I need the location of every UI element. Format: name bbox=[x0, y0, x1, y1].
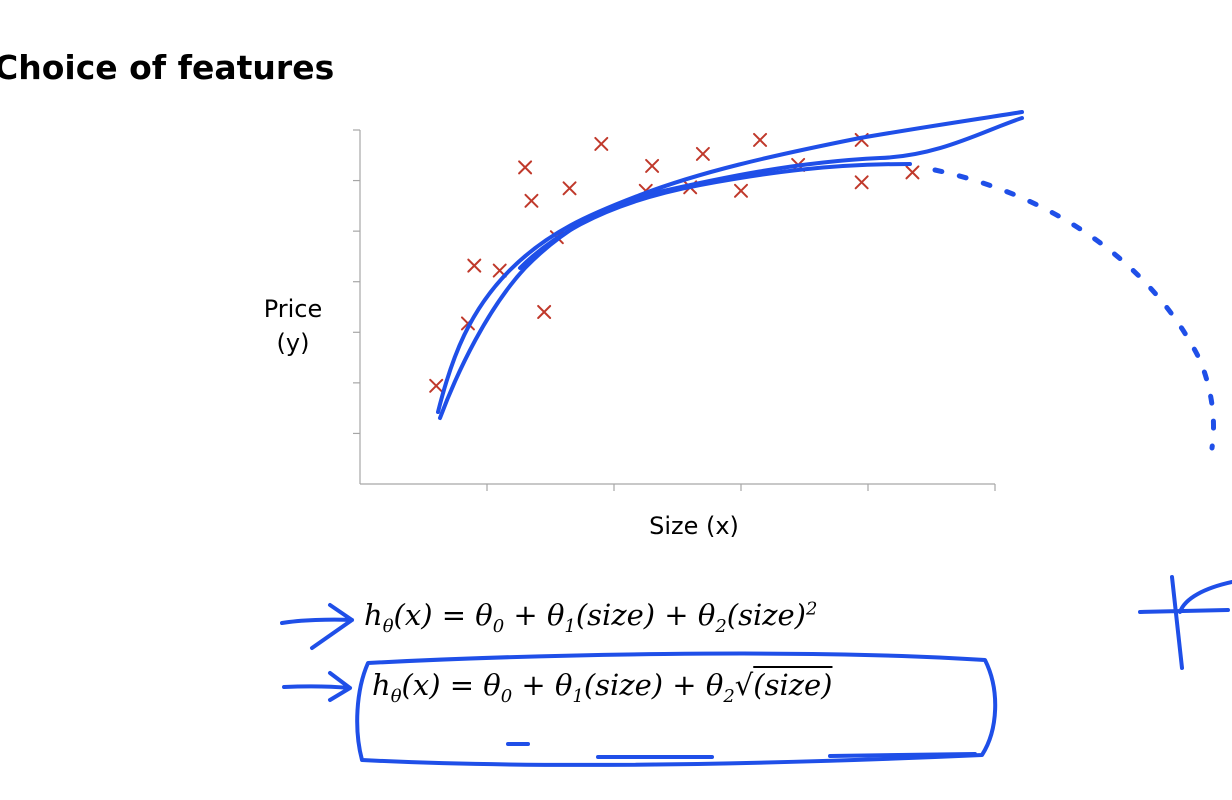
data-point bbox=[645, 158, 660, 173]
equation-quadratic: hθ(x) = θ0 + θ1(size) + θ2(size)2 bbox=[364, 598, 817, 637]
equation-2-highlight-box bbox=[355, 651, 998, 767]
eq1-theta2-sub: 2 bbox=[715, 615, 727, 637]
y-axis-label-line-2: (y) bbox=[276, 329, 310, 357]
eq1-arg: (x) bbox=[393, 598, 433, 632]
data-point bbox=[562, 181, 577, 196]
eq2-theta1: θ bbox=[554, 668, 573, 702]
y-axis-label-line-1: Price bbox=[263, 295, 323, 323]
eq2-h-sub: θ bbox=[390, 685, 402, 707]
eq2-plus-2: + bbox=[663, 668, 706, 702]
sqrt-shape-sketch-curve bbox=[1178, 580, 1232, 614]
data-point bbox=[734, 183, 748, 198]
eq1-h: h bbox=[364, 598, 383, 632]
eq1-plus-1: + bbox=[504, 598, 547, 632]
sqrt-fit-curve-upper bbox=[436, 110, 1024, 414]
eq1-square-exponent: 2 bbox=[806, 598, 818, 620]
y-axis-label: Price (y) bbox=[238, 292, 348, 360]
arrow-to-equation-2 bbox=[282, 671, 352, 702]
eq1-theta1-arg: (size) bbox=[575, 598, 656, 632]
eq2-theta2: θ bbox=[705, 668, 724, 702]
eq2-theta0-sub: 0 bbox=[500, 685, 513, 707]
arrow-to-equation-1 bbox=[280, 603, 354, 650]
sqrt-fit-curve-lower bbox=[438, 116, 1024, 420]
eq1-h-sub: θ bbox=[382, 615, 394, 637]
data-point bbox=[905, 165, 920, 180]
eq2-theta0: θ bbox=[483, 668, 501, 702]
equation-sqrt: hθ(x) = θ0 + θ1(size) + θ2√(size) bbox=[372, 668, 832, 707]
quadratic-fit-extension-dotted bbox=[932, 167, 1216, 451]
data-point bbox=[753, 132, 768, 147]
eq1-theta2-arg: (size) bbox=[726, 598, 806, 632]
eq1-theta1: θ bbox=[546, 598, 565, 632]
data-point bbox=[695, 146, 710, 161]
underline-theta2 bbox=[828, 752, 977, 758]
chart-axes bbox=[353, 129, 996, 491]
slide-title: Choice of features bbox=[0, 48, 335, 87]
eq2-plus-1: + bbox=[512, 668, 555, 702]
data-point bbox=[467, 258, 482, 273]
eq1-theta0: θ bbox=[475, 598, 493, 632]
data-point bbox=[594, 136, 609, 151]
eq2-equals: = bbox=[440, 668, 484, 702]
eq2-theta1-arg: (size) bbox=[583, 668, 664, 702]
quadratic-fit-curve bbox=[518, 162, 912, 270]
eq2-h: h bbox=[372, 668, 391, 702]
eq2-theta1-sub: 1 bbox=[572, 685, 584, 707]
eq2-radicand: (size) bbox=[753, 668, 833, 702]
eq2-arg: (x) bbox=[401, 668, 441, 702]
hand-drawn-annotations bbox=[280, 110, 1232, 767]
data-point bbox=[429, 378, 444, 393]
eq1-theta0-sub: 0 bbox=[492, 615, 505, 637]
eq2-theta2-sub: 2 bbox=[723, 685, 735, 707]
data-point bbox=[518, 160, 533, 175]
data-point bbox=[854, 175, 869, 190]
eq2-radical: √ bbox=[734, 668, 754, 702]
eq1-equals: = bbox=[432, 598, 476, 632]
sqrt-shape-sketch-axes bbox=[1138, 575, 1230, 670]
eq1-theta1-sub: 1 bbox=[564, 615, 576, 637]
eq1-theta2: θ bbox=[697, 598, 716, 632]
data-point bbox=[524, 193, 539, 208]
x-axis-label: Size (x) bbox=[649, 512, 739, 540]
data-points bbox=[429, 132, 920, 393]
data-point bbox=[537, 304, 552, 319]
eq1-plus-2: + bbox=[655, 598, 698, 632]
